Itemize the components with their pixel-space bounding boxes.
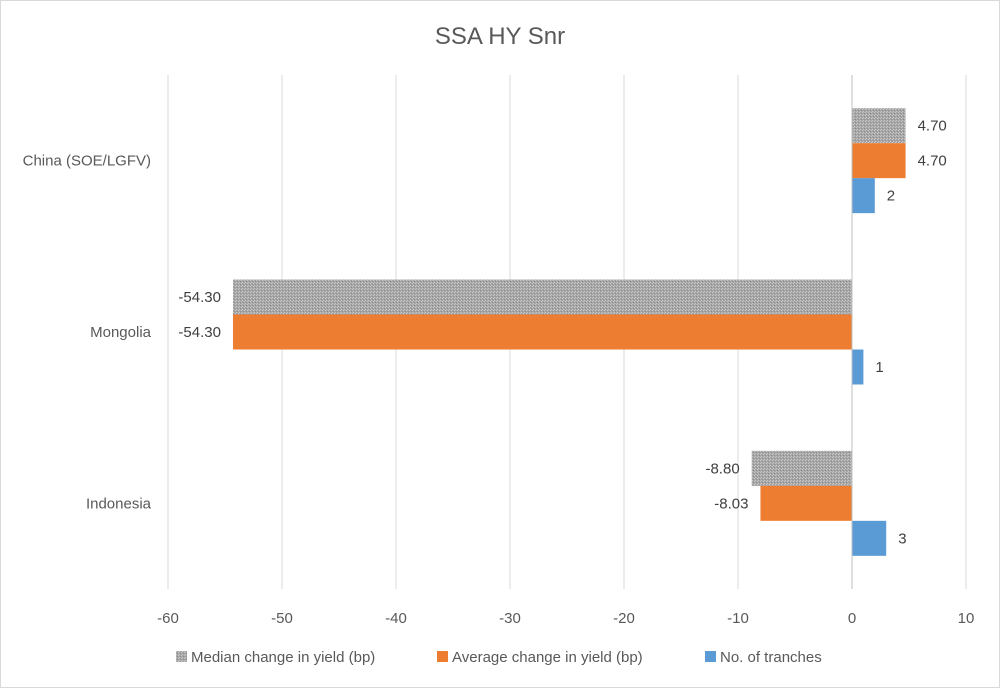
legend-swatch	[705, 651, 716, 662]
bar	[760, 485, 852, 521]
data-labels: 4.70 4.70 2 -54.30 -54.30 1 -8.80 -8.03 3	[178, 118, 946, 548]
x-tick-label: -40	[385, 610, 407, 627]
category-axis: China (SOE/LGFV) Mongolia Indonesia	[23, 153, 152, 513]
data-label: 2	[887, 188, 895, 205]
bars	[232, 108, 906, 556]
data-label: -8.03	[714, 495, 748, 512]
legend: Median change in yield (bp) Average chang…	[176, 649, 822, 666]
data-label: -54.30	[178, 289, 221, 306]
chart-title: SSA HY Snr	[435, 23, 565, 50]
x-tick-label: -60	[157, 610, 179, 627]
data-label: -54.30	[178, 324, 221, 341]
bar	[852, 520, 887, 556]
category-label: Indonesia	[86, 495, 152, 512]
x-axis: -60 -50 -40 -30 -20 -10 0 10	[157, 75, 974, 627]
legend-swatch	[176, 651, 187, 662]
data-label: 3	[898, 530, 906, 547]
bar	[852, 143, 906, 179]
data-label: 4.70	[918, 118, 947, 135]
x-tick-label: -50	[271, 610, 293, 627]
category-label: China (SOE/LGFV)	[23, 153, 151, 170]
data-label: -8.80	[705, 460, 739, 477]
legend-label: Average change in yield (bp)	[452, 649, 643, 666]
bar	[852, 178, 875, 214]
legend-label: Median change in yield (bp)	[191, 649, 375, 666]
legend-swatch	[437, 651, 448, 662]
data-label: 1	[875, 359, 883, 376]
bar	[852, 349, 864, 385]
data-label: 4.70	[918, 153, 947, 170]
bar	[232, 314, 853, 350]
bar	[232, 279, 853, 315]
x-tick-label: -20	[613, 610, 635, 627]
x-tick-label: -10	[727, 610, 749, 627]
x-tick-label: 0	[848, 610, 856, 627]
x-tick-label: -30	[499, 610, 521, 627]
legend-label: No. of tranches	[720, 649, 822, 666]
bar	[852, 108, 906, 144]
x-tick-label: 10	[958, 610, 975, 627]
category-label: Mongolia	[90, 324, 152, 341]
bar	[751, 450, 852, 486]
